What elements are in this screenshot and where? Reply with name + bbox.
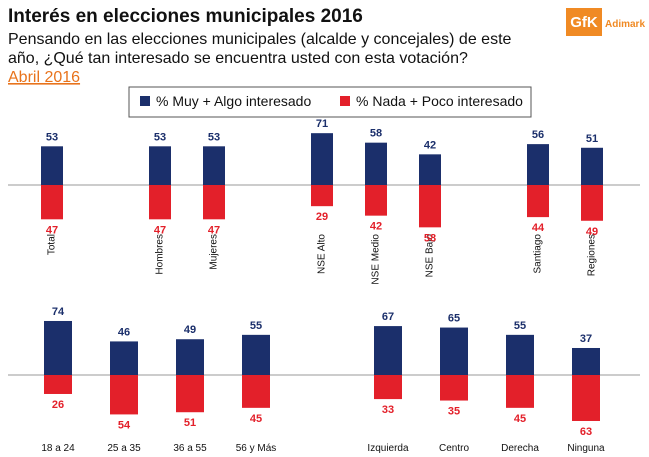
bar [581,147,603,185]
value-label: 55 [514,320,526,332]
x-tick-label: 25 a 35 [107,443,141,454]
value-label: 33 [382,404,394,416]
bar [506,375,534,408]
bar [419,185,441,228]
logo-box [566,8,602,36]
value-label: 49 [586,226,598,238]
value-label: 63 [580,426,592,438]
bar [149,146,171,185]
subtitle: Pensando en las elecciones municipales (… [8,31,512,48]
value-label: 53 [154,131,166,143]
bar [440,327,468,375]
bar [440,375,468,401]
x-tick-label: Hombres [155,234,166,275]
value-label: 71 [316,118,328,130]
value-label: 58 [370,128,382,140]
title: Interés en elecciones municipales 2016 [8,6,363,27]
bar [311,133,333,185]
bar [41,185,63,220]
value-label: 46 [118,326,130,338]
x-tick-label: 36 a 55 [173,443,207,454]
bar [41,146,63,185]
bar [311,185,333,207]
legend-label: % Nada + Poco interesado [356,93,523,109]
bar [242,334,270,375]
bar [365,142,387,185]
bar [110,341,138,375]
x-tick-label: 56 y Más [236,443,277,454]
x-tick-label: Izquierda [367,443,409,454]
value-label: 42 [424,139,436,151]
value-label: 56 [532,129,544,141]
x-tick-label: Regiones [587,234,598,276]
bar [374,375,402,400]
x-tick-label: Total [47,234,58,255]
bar [176,339,204,375]
value-label: 74 [52,306,65,318]
value-label: 67 [382,311,394,323]
bar [242,375,270,408]
value-label: 42 [370,221,382,233]
x-tick-label: Mujeres [209,234,220,270]
bar [176,375,204,413]
bar [374,326,402,375]
value-label: 45 [514,413,526,425]
subtitle: año, ¿Qué tan interesado se encuentra us… [8,50,468,67]
bar [572,347,600,375]
bar [149,185,171,220]
value-label: 49 [184,324,196,336]
logo: GfK [570,14,598,31]
bar [203,185,225,220]
value-label: 54 [118,419,131,431]
value-label: 51 [586,133,598,145]
bar [365,185,387,216]
brand: Adimark [605,19,645,30]
value-label: 44 [532,222,545,234]
bar [581,185,603,221]
bar [506,334,534,375]
value-label: 29 [316,211,328,223]
x-tick-label: Santiago [533,234,544,274]
x-tick-label: NSE Alto [317,234,328,274]
value-label: 53 [208,131,220,143]
x-tick-label: NSE Bajo [425,234,436,278]
value-label: 58 [424,232,436,244]
value-label: 55 [250,320,262,332]
x-tick-label: 18 a 24 [41,443,75,454]
bar [44,320,72,375]
value-label: 45 [250,413,262,425]
legend-label: % Muy + Algo interesado [156,93,311,109]
x-tick-label: Derecha [501,443,539,454]
value-label: 51 [184,417,196,429]
value-label: 53 [46,131,58,143]
value-label: 47 [46,224,58,236]
value-label: 47 [154,224,166,236]
value-label: 65 [448,313,460,325]
value-label: 47 [208,224,220,236]
bar [527,185,549,218]
bar [44,375,72,394]
bar [203,146,225,185]
bar [527,144,549,185]
value-label: 35 [448,406,460,418]
legend-swatch [340,96,350,106]
x-tick-label: Ninguna [567,443,605,454]
x-tick-label: NSE Medio [371,234,382,285]
bar [419,154,441,185]
legend-box [128,86,532,118]
value-label: 26 [52,399,64,411]
x-tick-label: Centro [439,443,469,454]
date: Abril 2016 [8,69,80,86]
bar [572,375,600,421]
legend-swatch [140,96,150,106]
bar [110,375,138,415]
value-label: 37 [580,333,592,345]
